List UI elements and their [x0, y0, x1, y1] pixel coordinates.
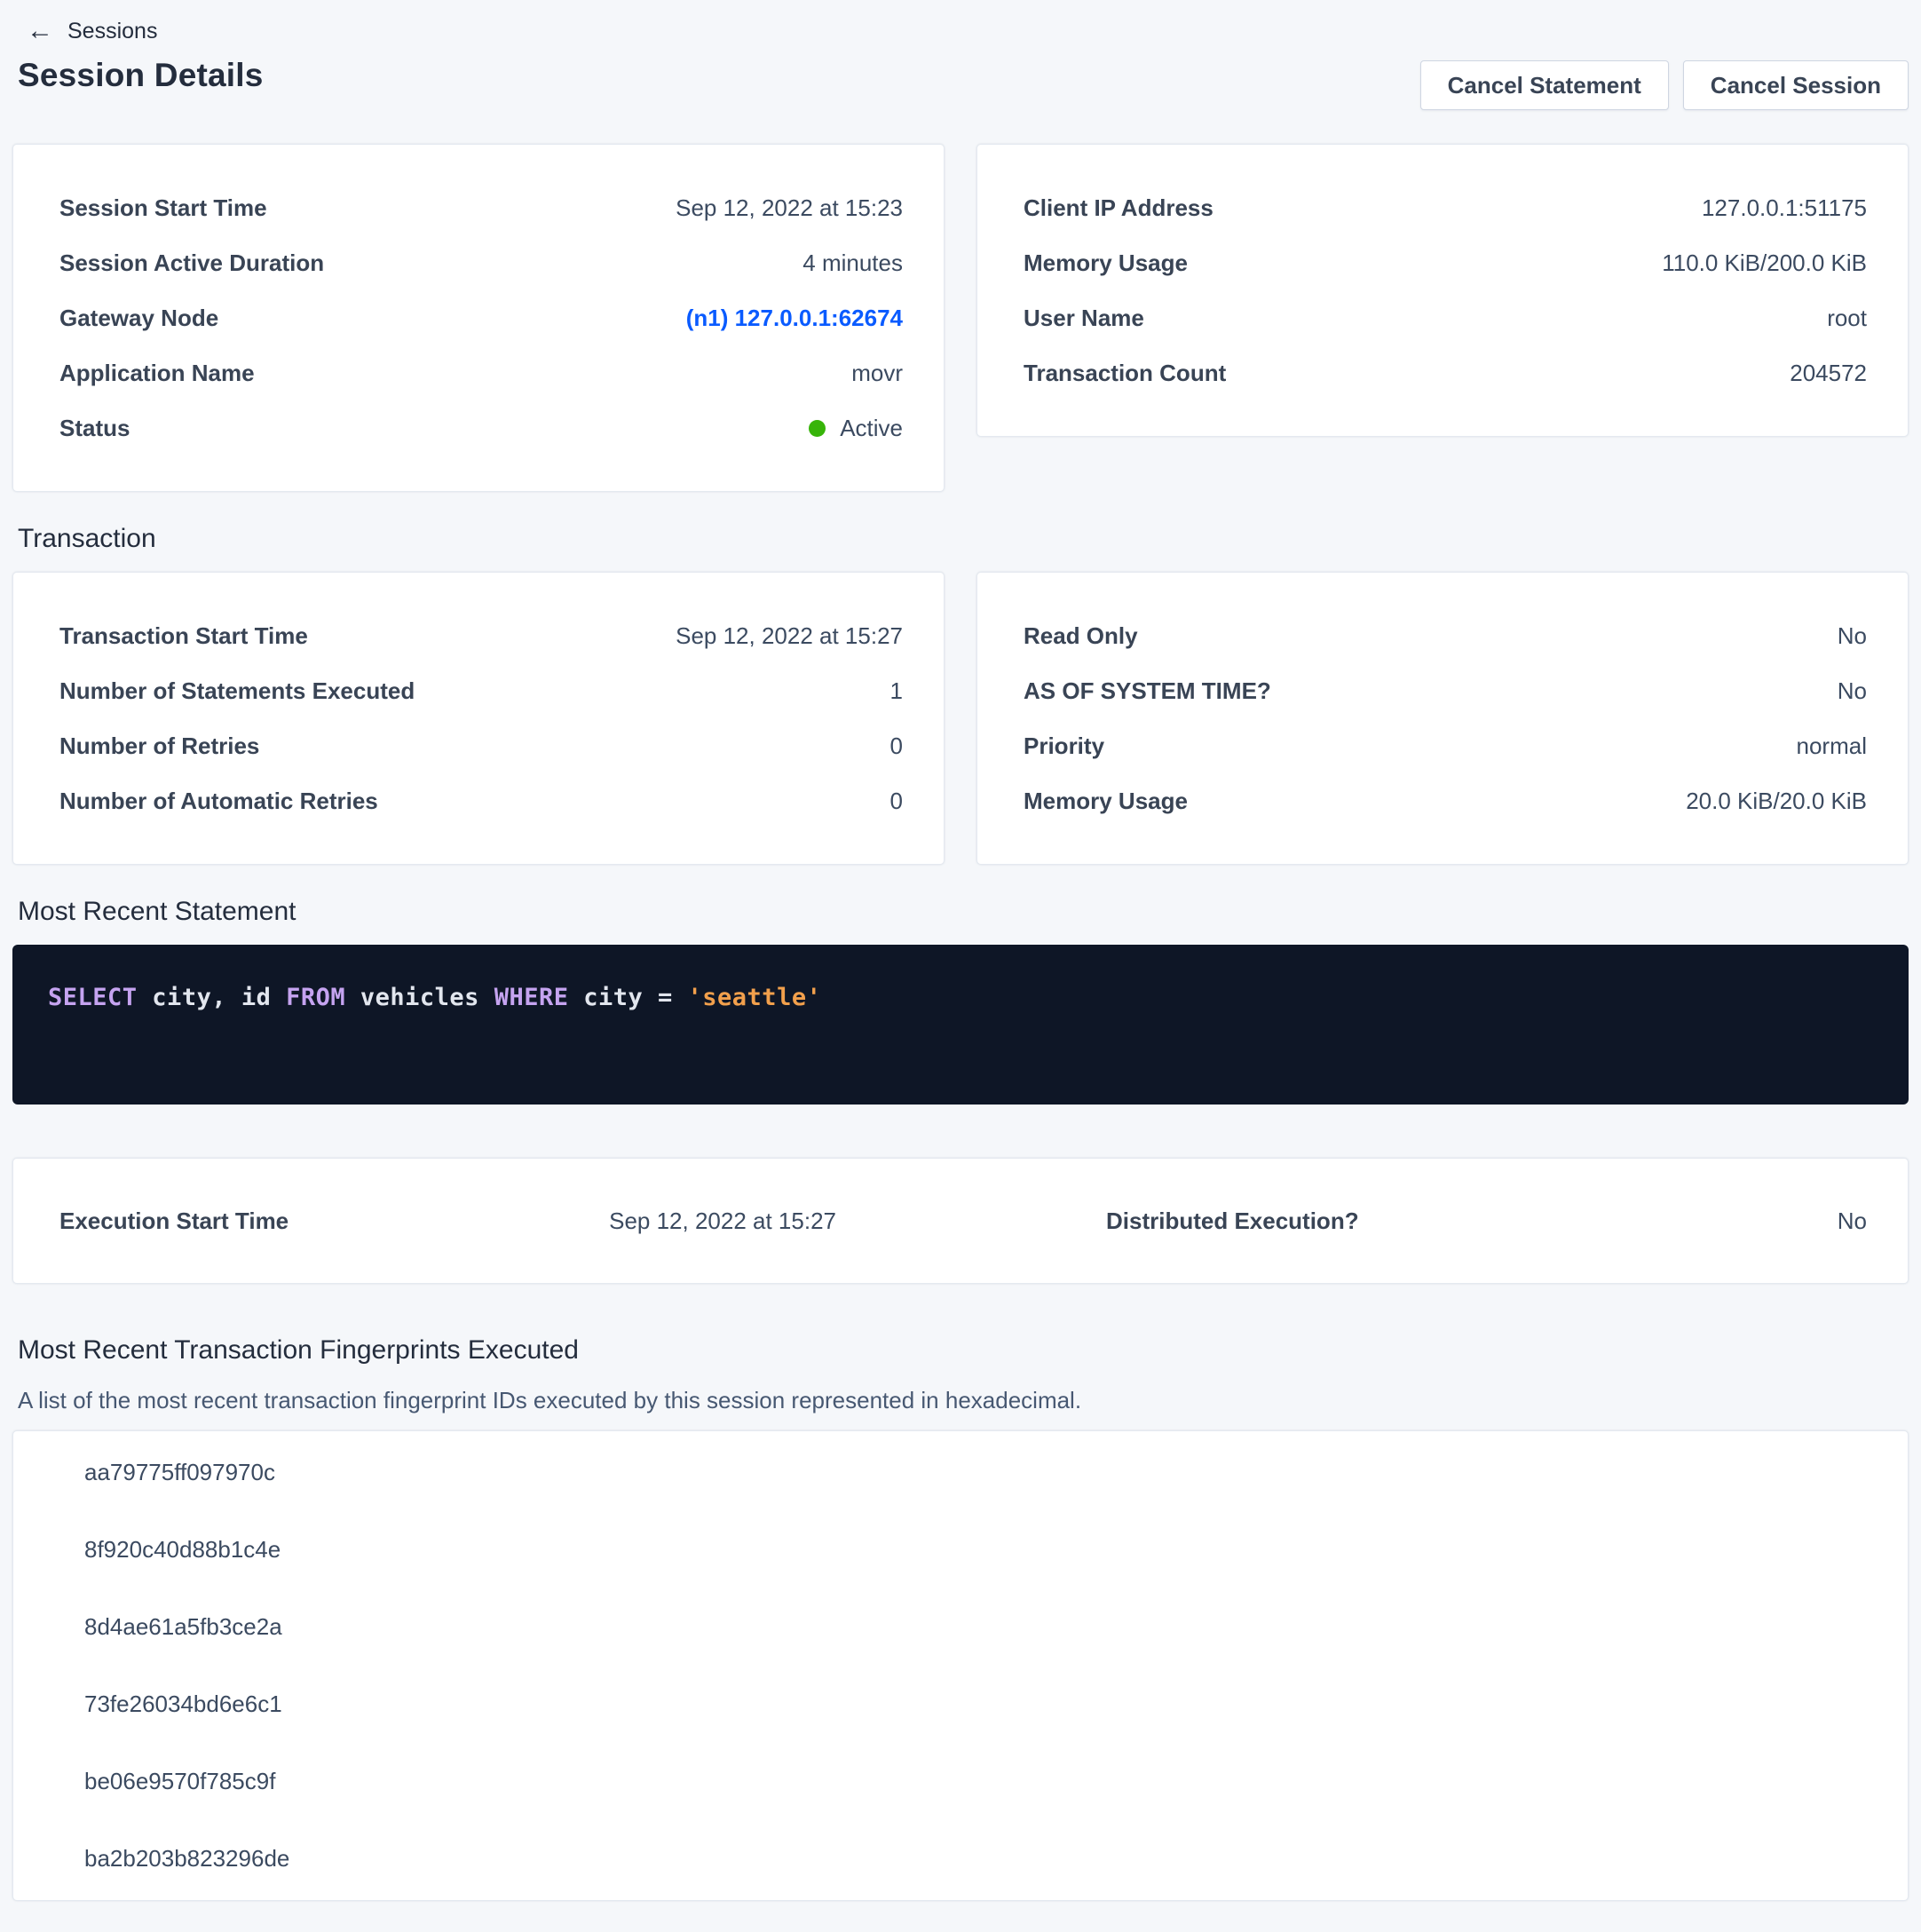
session-summary-grid: Session Start Time Sep 12, 2022 at 15:23… [12, 144, 1909, 492]
statements-executed-row: Number of Statements Executed 1 [59, 663, 903, 718]
sql-text: city, id [137, 984, 287, 1011]
status-label: Status [59, 414, 130, 441]
header-actions: Cancel Statement Cancel Session [1419, 57, 1909, 110]
page-header: Session Details Cancel Statement Cancel … [12, 48, 1909, 110]
client-info-card: Client IP Address 127.0.0.1:51175 Memory… [976, 144, 1909, 437]
status-row: Status Active [59, 400, 903, 455]
gateway-node-link[interactable]: (n1) 127.0.0.1:62674 [685, 304, 903, 331]
page-title: Session Details [18, 57, 264, 93]
session-active-duration-label: Session Active Duration [59, 249, 325, 276]
application-name-row: Application Name movr [59, 345, 903, 400]
sql-statement: SELECT city, id FROM vehicles WHERE city… [48, 984, 1873, 1011]
sql-text: city = [568, 984, 688, 1011]
application-name-value: movr [851, 359, 903, 386]
fingerprint-item: 8f920c40d88b1c4e [84, 1536, 281, 1563]
priority-row: Priority normal [1024, 718, 1867, 773]
as-of-system-time-label: AS OF SYSTEM TIME? [1024, 677, 1271, 704]
gateway-node-row: Gateway Node (n1) 127.0.0.1:62674 [59, 290, 903, 345]
fingerprints-card: aa79775ff097970c 8f920c40d88b1c4e 8d4ae6… [12, 1430, 1909, 1901]
back-link-label: Sessions [67, 18, 158, 44]
txn-memory-usage-label: Memory Usage [1024, 787, 1188, 814]
transaction-start-time-value: Sep 12, 2022 at 15:27 [676, 622, 903, 649]
user-name-row: User Name root [1024, 290, 1867, 345]
client-ip-label: Client IP Address [1024, 194, 1213, 221]
as-of-system-time-value: No [1837, 677, 1867, 704]
priority-value: normal [1796, 732, 1867, 759]
sql-string-literal: 'seattle' [687, 984, 822, 1011]
session-start-time-row: Session Start Time Sep 12, 2022 at 15:23 [59, 180, 903, 235]
application-name-label: Application Name [59, 359, 255, 386]
client-ip-row: Client IP Address 127.0.0.1:51175 [1024, 180, 1867, 235]
session-start-time-value: Sep 12, 2022 at 15:23 [676, 194, 903, 221]
transaction-count-value: 204572 [1790, 359, 1867, 386]
automatic-retries-value: 0 [889, 787, 903, 814]
sql-keyword: SELECT [48, 984, 138, 1011]
gateway-node-label: Gateway Node [59, 304, 219, 331]
retries-label: Number of Retries [59, 732, 260, 759]
cancel-statement-button[interactable]: Cancel Statement [1419, 60, 1669, 110]
fingerprint-item: 73fe26034bd6e6c1 [84, 1690, 282, 1717]
txn-memory-usage-row: Memory Usage 20.0 KiB/20.0 KiB [1024, 773, 1867, 828]
distributed-execution-row: Distributed Execution? No [960, 1208, 1908, 1235]
client-ip-value: 127.0.0.1:51175 [1701, 194, 1867, 221]
automatic-retries-row: Number of Automatic Retries 0 [59, 773, 903, 828]
user-name-label: User Name [1024, 304, 1144, 331]
statements-executed-value: 1 [889, 677, 903, 704]
fingerprints-description: A list of the most recent transaction fi… [18, 1387, 1082, 1413]
back-to-sessions-link[interactable]: ← Sessions [27, 18, 157, 44]
status-value: Active [840, 414, 903, 441]
sql-text: vehicles [345, 984, 494, 1011]
read-only-row: Read Only No [1024, 608, 1867, 663]
distributed-execution-value: No [1837, 1207, 1867, 1234]
back-arrow-icon: ← [27, 16, 53, 45]
execution-start-time-label: Execution Start Time [59, 1207, 289, 1234]
transaction-right-card: Read Only No AS OF SYSTEM TIME? No Prior… [976, 572, 1909, 865]
session-active-duration-value: 4 minutes [802, 249, 903, 276]
user-name-value: root [1827, 304, 1867, 331]
distributed-execution-label: Distributed Execution? [1106, 1207, 1359, 1234]
memory-usage-value: 110.0 KiB/200.0 KiB [1662, 249, 1867, 276]
statements-executed-label: Number of Statements Executed [59, 677, 415, 704]
transaction-start-time-label: Transaction Start Time [59, 622, 308, 649]
status-badge: Active [809, 415, 903, 442]
transaction-left-card: Transaction Start Time Sep 12, 2022 at 1… [12, 572, 945, 865]
read-only-label: Read Only [1024, 622, 1138, 649]
sql-keyword: WHERE [494, 984, 569, 1011]
fingerprint-item: 8d4ae61a5fb3ce2a [84, 1613, 282, 1640]
retries-value: 0 [889, 732, 903, 759]
cancel-session-button[interactable]: Cancel Session [1682, 60, 1909, 110]
txn-memory-usage-value: 20.0 KiB/20.0 KiB [1686, 787, 1867, 814]
priority-label: Priority [1024, 732, 1105, 759]
as-of-system-time-row: AS OF SYSTEM TIME? No [1024, 663, 1867, 718]
session-start-time-label: Session Start Time [59, 194, 267, 221]
fingerprint-item: be06e9570f785c9f [84, 1768, 276, 1794]
execution-start-time-row: Execution Start Time Sep 12, 2022 at 15:… [13, 1208, 960, 1235]
fingerprints-section-title: Most Recent Transaction Fingerprints Exe… [18, 1335, 579, 1365]
session-info-card: Session Start Time Sep 12, 2022 at 15:23… [12, 144, 945, 492]
breadcrumb: ← Sessions [12, 9, 1909, 48]
active-status-icon [809, 419, 826, 437]
memory-usage-row: Memory Usage 110.0 KiB/200.0 KiB [1024, 235, 1867, 290]
memory-usage-label: Memory Usage [1024, 249, 1188, 276]
execution-card: Execution Start Time Sep 12, 2022 at 15:… [12, 1158, 1909, 1284]
sql-statement-box: SELECT city, id FROM vehicles WHERE city… [12, 945, 1909, 1105]
automatic-retries-label: Number of Automatic Retries [59, 787, 378, 814]
session-active-duration-row: Session Active Duration 4 minutes [59, 235, 903, 290]
statement-section-title: Most Recent Statement [18, 897, 296, 926]
fingerprint-item: aa79775ff097970c [84, 1459, 275, 1485]
sql-keyword: FROM [286, 984, 346, 1011]
read-only-value: No [1837, 622, 1867, 649]
fingerprint-item: ba2b203b823296de [84, 1845, 290, 1872]
transaction-count-row: Transaction Count 204572 [1024, 345, 1867, 400]
transaction-grid: Transaction Start Time Sep 12, 2022 at 1… [12, 572, 1909, 865]
retries-row: Number of Retries 0 [59, 718, 903, 773]
transaction-start-time-row: Transaction Start Time Sep 12, 2022 at 1… [59, 608, 903, 663]
execution-start-time-value: Sep 12, 2022 at 15:27 [609, 1207, 836, 1234]
transaction-count-label: Transaction Count [1024, 359, 1227, 386]
transaction-section-title: Transaction [18, 524, 156, 553]
